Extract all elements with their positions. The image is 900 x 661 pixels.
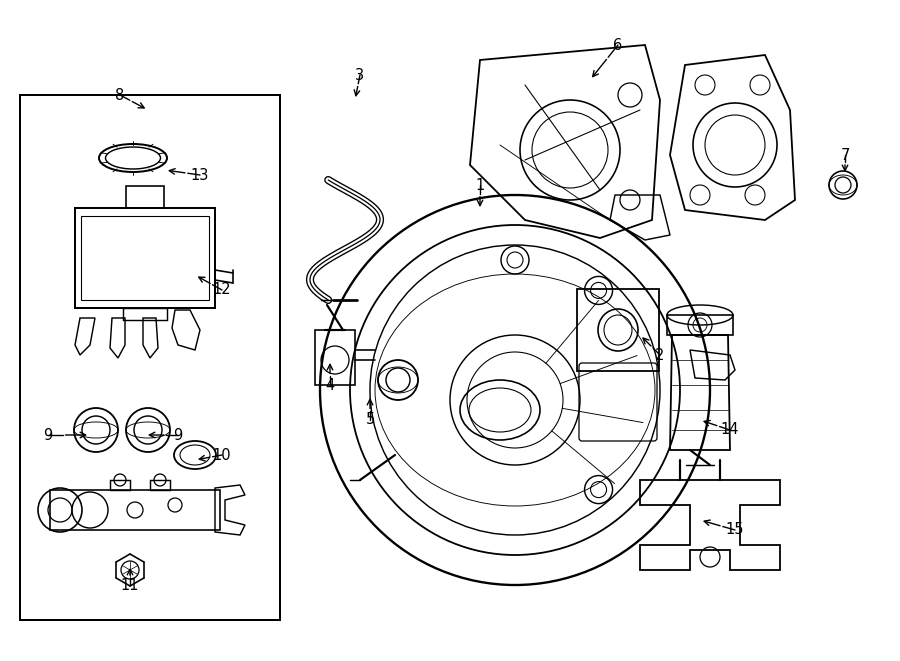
Bar [20, 95, 280, 620]
Text: 1: 1 [475, 178, 484, 192]
Text: 5: 5 [365, 412, 374, 428]
Text: 10: 10 [212, 447, 231, 463]
Text: 3: 3 [356, 67, 364, 83]
Text: 9: 9 [174, 428, 183, 442]
Text: 2: 2 [655, 348, 665, 362]
Text: 13: 13 [191, 167, 209, 182]
Bar [75, 208, 215, 308]
Text: 6: 6 [614, 38, 623, 52]
Bar [126, 186, 164, 208]
Text: 11: 11 [121, 578, 140, 592]
Text: 4: 4 [326, 377, 335, 393]
Text: 9: 9 [43, 428, 52, 442]
Text: 12: 12 [212, 282, 231, 297]
Text: 8: 8 [115, 87, 124, 102]
Bar [123, 308, 167, 320]
Bar [81, 216, 209, 300]
Text: 7: 7 [841, 147, 850, 163]
Text: 14: 14 [721, 422, 739, 438]
Text: 15: 15 [725, 522, 744, 537]
